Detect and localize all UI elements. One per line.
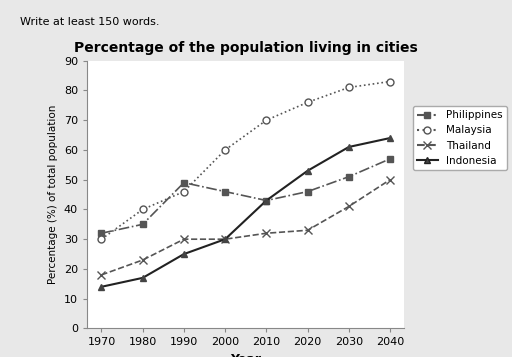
Malaysia	[222, 148, 228, 152]
Philippines	[222, 190, 228, 194]
Thailand	[222, 237, 228, 241]
Thailand	[140, 258, 146, 262]
Malaysia	[263, 118, 269, 122]
Thailand	[387, 177, 393, 182]
Indonesia	[181, 252, 187, 256]
Philippines	[263, 198, 269, 203]
Philippines	[346, 175, 352, 179]
Indonesia	[140, 276, 146, 280]
Philippines	[305, 190, 311, 194]
Line: Malaysia: Malaysia	[98, 78, 394, 243]
Indonesia	[346, 145, 352, 149]
Thailand	[263, 231, 269, 235]
Malaysia	[387, 79, 393, 84]
Thailand	[98, 273, 104, 277]
Malaysia	[305, 100, 311, 105]
Malaysia	[181, 190, 187, 194]
Malaysia	[98, 237, 104, 241]
Text: Write at least 150 words.: Write at least 150 words.	[20, 17, 160, 27]
Indonesia	[222, 237, 228, 241]
Thailand	[346, 204, 352, 208]
Thailand	[181, 237, 187, 241]
Legend: Philippines, Malaysia, Thailand, Indonesia: Philippines, Malaysia, Thailand, Indones…	[413, 106, 507, 170]
Line: Philippines: Philippines	[99, 156, 393, 236]
Line: Thailand: Thailand	[97, 176, 394, 279]
Line: Indonesia: Indonesia	[98, 135, 394, 290]
Indonesia	[98, 285, 104, 289]
Thailand	[305, 228, 311, 232]
Philippines	[98, 231, 104, 235]
Malaysia	[140, 207, 146, 212]
Indonesia	[263, 198, 269, 203]
Philippines	[181, 181, 187, 185]
Indonesia	[387, 136, 393, 140]
Indonesia	[305, 169, 311, 173]
X-axis label: Year: Year	[230, 353, 261, 357]
Malaysia	[346, 85, 352, 90]
Philippines	[140, 222, 146, 226]
Philippines	[387, 157, 393, 161]
Y-axis label: Percentage (%) of total population: Percentage (%) of total population	[48, 105, 58, 284]
Title: Percentage of the population living in cities: Percentage of the population living in c…	[74, 41, 418, 55]
